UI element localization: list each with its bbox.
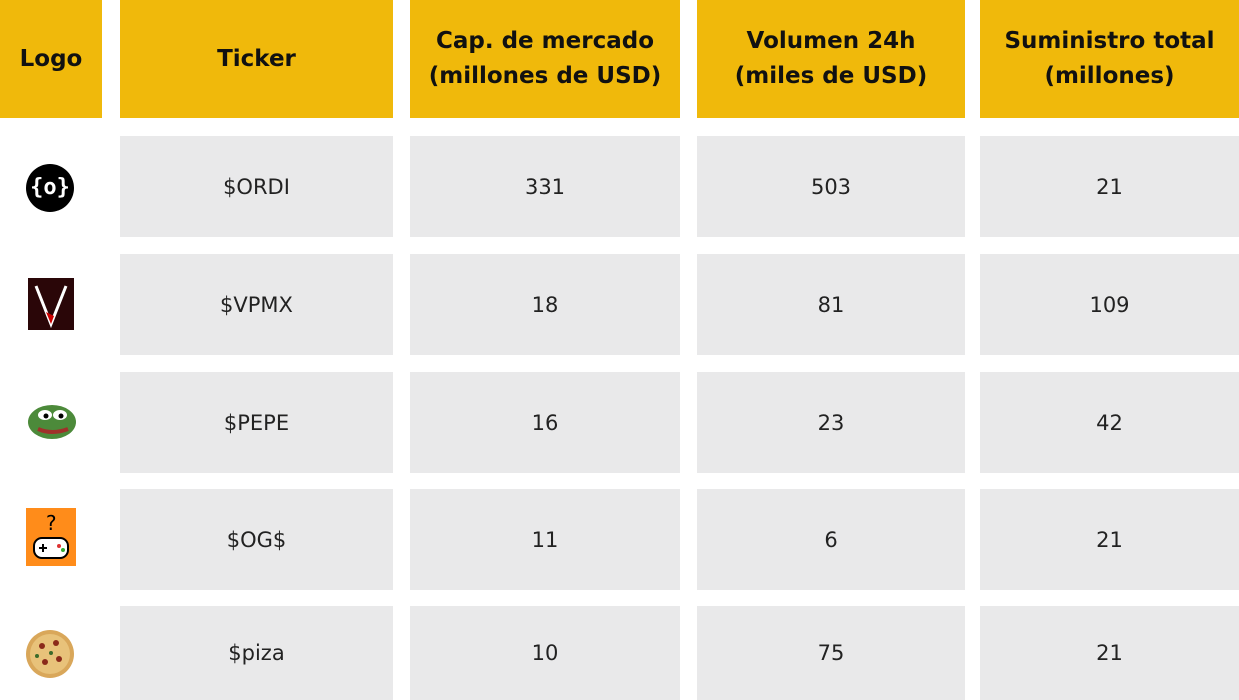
cell-text: 331 xyxy=(525,175,565,199)
cell-text: 109 xyxy=(1089,293,1129,317)
body-cell: $OG$ xyxy=(120,489,393,590)
cell-text: $VPMX xyxy=(220,293,293,317)
cell-text: 23 xyxy=(818,411,845,435)
header-cell: Volumen 24h(miles de USD) xyxy=(697,0,965,118)
cell-text: 81 xyxy=(818,293,845,317)
body-cell: 75 xyxy=(697,606,965,700)
cell-text: $PEPE xyxy=(224,411,289,435)
body-cell: 10 xyxy=(410,606,680,700)
cell-text: 11 xyxy=(532,528,559,552)
header-text: (millones) xyxy=(1044,59,1174,94)
body-cell: $VPMX xyxy=(120,254,393,355)
svg-text:{o}: {o} xyxy=(30,175,70,200)
og-logo: ? xyxy=(26,508,76,566)
header-cell: Cap. de mercado(millones de USD) xyxy=(410,0,680,118)
cell-text: 503 xyxy=(811,175,851,199)
header-text: Suministro total xyxy=(1004,24,1214,59)
header-cell: Logo xyxy=(0,0,102,118)
header-text: Volumen 24h xyxy=(747,24,916,59)
cell-text: 16 xyxy=(532,411,559,435)
body-cell: $piza xyxy=(120,606,393,700)
header-text: Ticker xyxy=(217,42,296,77)
body-cell: 21 xyxy=(980,606,1239,700)
cell-text: $ORDI xyxy=(223,175,290,199)
header-text: Cap. de mercado xyxy=(436,24,654,59)
body-cell: 16 xyxy=(410,372,680,473)
pepe-logo xyxy=(26,400,78,442)
body-cell: $PEPE xyxy=(120,372,393,473)
cell-text: 42 xyxy=(1096,411,1123,435)
cell-text: $piza xyxy=(228,641,284,665)
body-cell: 18 xyxy=(410,254,680,355)
cell-text: 75 xyxy=(818,641,845,665)
vpmx-logo xyxy=(28,278,74,330)
body-cell: 21 xyxy=(980,489,1239,590)
body-cell: $ORDI xyxy=(120,136,393,237)
cell-text: 21 xyxy=(1096,528,1123,552)
cell-text: 21 xyxy=(1096,175,1123,199)
body-cell: 503 xyxy=(697,136,965,237)
ordi-logo: {o} xyxy=(25,163,75,213)
cell-text: 6 xyxy=(824,528,837,552)
page: Logo Ticker Cap. de mercado(millones de US… xyxy=(0,0,1239,700)
header-text: Logo xyxy=(20,42,83,77)
header-cell: Suministro total(millones) xyxy=(980,0,1239,118)
header-cell: Ticker xyxy=(120,0,393,118)
body-cell: 21 xyxy=(980,136,1239,237)
body-cell: 23 xyxy=(697,372,965,473)
cell-text: 21 xyxy=(1096,641,1123,665)
body-cell: 42 xyxy=(980,372,1239,473)
svg-text:?: ? xyxy=(45,511,57,535)
body-cell: 109 xyxy=(980,254,1239,355)
header-text: (millones de USD) xyxy=(429,59,662,94)
cell-text: $OG$ xyxy=(227,528,287,552)
cell-text: 10 xyxy=(532,641,559,665)
cell-text: 18 xyxy=(532,293,559,317)
header-text: (miles de USD) xyxy=(735,59,927,94)
body-cell: 11 xyxy=(410,489,680,590)
body-cell: 331 xyxy=(410,136,680,237)
piza-logo xyxy=(25,629,75,679)
body-cell: 81 xyxy=(697,254,965,355)
body-cell: 6 xyxy=(697,489,965,590)
